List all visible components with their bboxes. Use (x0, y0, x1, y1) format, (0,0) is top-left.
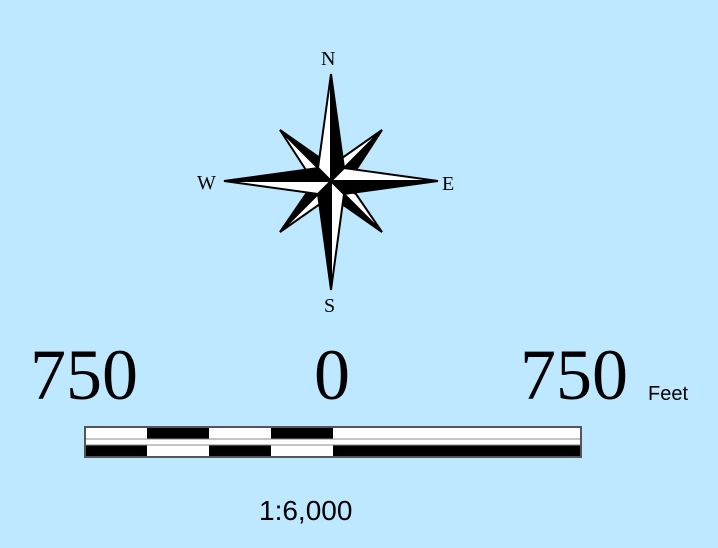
scale-segment (209, 427, 271, 439)
scale-segment (147, 445, 209, 457)
compass-north-label: N (321, 48, 336, 70)
compass-south-label: S (324, 295, 336, 317)
scale-segment (271, 445, 333, 457)
scale-segment (209, 445, 271, 457)
scale-segment (85, 445, 147, 457)
scale-segment (333, 427, 581, 439)
scale-ratio-label: 1:6,000 (259, 495, 353, 526)
scale-right-label: 750 (520, 335, 628, 415)
compass-east-label: E (442, 173, 455, 195)
scale-left-label: 750 (30, 335, 138, 415)
scale-segment (85, 427, 147, 439)
scale-bar (84, 426, 582, 458)
scale-unit-label: Feet (648, 383, 689, 405)
scale-segment (271, 427, 333, 439)
scale-segment (147, 427, 209, 439)
scale-segment (333, 445, 581, 457)
scale-zero-label: 0 (314, 335, 350, 415)
compass-west-label: W (197, 172, 216, 194)
